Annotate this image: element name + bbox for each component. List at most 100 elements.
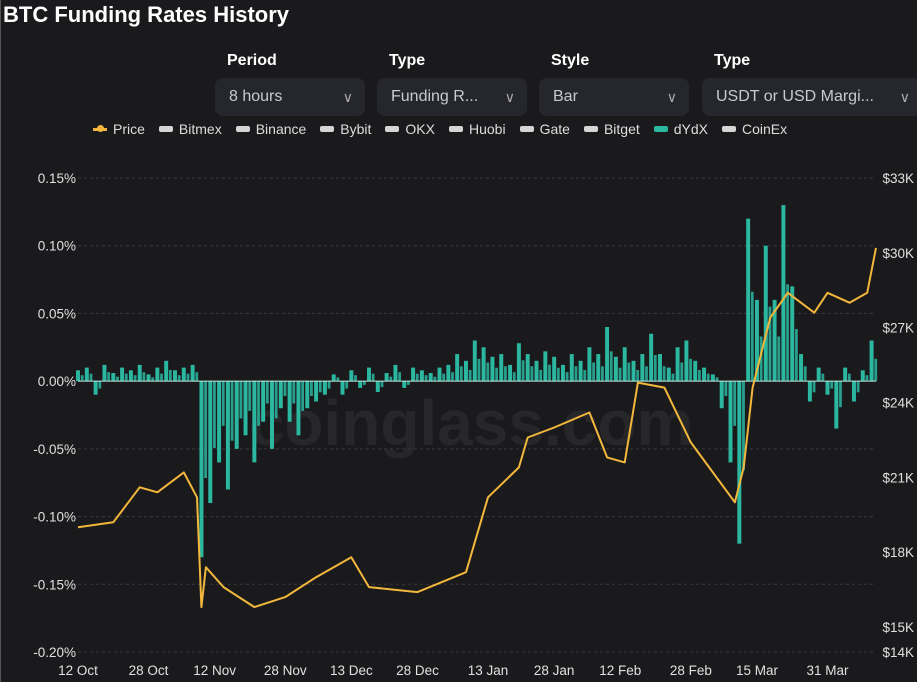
funding-bar <box>671 373 675 382</box>
funding-bar <box>389 376 393 382</box>
funding-bar <box>702 367 707 382</box>
funding-bar <box>111 373 116 382</box>
swatch-icon <box>235 126 250 132</box>
funding-bar <box>327 381 331 389</box>
style-select[interactable]: Bar ∨ <box>539 78 689 116</box>
funding-bar <box>724 381 728 397</box>
funding-bar <box>763 245 768 382</box>
x-tick-label: 13 Dec <box>330 663 373 678</box>
funding-bar <box>684 340 689 382</box>
funding-bar <box>649 333 654 382</box>
swatch-icon <box>449 126 463 132</box>
legend-item-bitmex[interactable]: Bitmex <box>158 121 222 137</box>
funding-bar <box>292 381 296 404</box>
funding-bar <box>631 360 636 382</box>
funding-bar <box>742 381 745 471</box>
funding-bar <box>76 370 80 382</box>
funding-bar <box>693 360 698 382</box>
legend-item-gate[interactable]: Gate <box>519 121 570 137</box>
funding-bar <box>733 381 737 426</box>
funding-bar <box>613 356 618 382</box>
funding-bar <box>358 381 363 388</box>
funding-bar <box>525 354 530 382</box>
funding-bar <box>812 381 816 393</box>
chevron-down-icon: ∨ <box>504 88 515 105</box>
funding-bar <box>314 381 319 402</box>
funding-bar <box>807 381 812 402</box>
funding-bar <box>411 367 416 382</box>
funding-bar <box>155 367 160 382</box>
page-title: BTC Funding Rates History <box>3 2 290 27</box>
legend-item-huobi[interactable]: Huobi <box>449 121 506 137</box>
funding-bar <box>107 372 111 382</box>
price-line <box>77 247 877 609</box>
funding-bar <box>181 367 186 382</box>
margin-type-value: USDT or USD Margi... <box>716 88 874 105</box>
y-left-tick-label: 0.10% <box>38 239 76 254</box>
funding-bar <box>569 354 574 382</box>
funding-bar <box>508 364 513 382</box>
period-select[interactable]: 8 hours ∨ <box>215 78 365 116</box>
legend-item-coinex[interactable]: CoinEx <box>722 121 787 137</box>
legend-label: Bybit <box>340 121 372 137</box>
funding-bar <box>719 381 724 409</box>
funding-bar <box>168 369 172 382</box>
y-left-tick-label: -0.20% <box>33 645 76 660</box>
funding-bar <box>706 373 710 382</box>
funding-bar <box>186 373 190 382</box>
funding-bar <box>393 364 398 382</box>
funding-bar <box>213 381 216 449</box>
funding-bar <box>296 381 301 436</box>
funding-bar <box>283 381 287 397</box>
legend-label: Bitmex <box>178 121 222 137</box>
funding-bar <box>120 367 125 382</box>
funding-bar <box>715 377 719 382</box>
funding-bar <box>843 367 848 382</box>
legend-label: OKX <box>405 121 435 137</box>
funding-bar <box>243 381 248 436</box>
funding-bar <box>499 354 504 382</box>
funding-bar <box>640 354 645 382</box>
funding-bar <box>874 358 878 382</box>
funding-bar <box>349 370 354 382</box>
funding-bar <box>230 381 234 441</box>
funding-bar <box>689 358 692 382</box>
funding-bar <box>208 381 213 504</box>
funding-bar <box>402 381 407 388</box>
funding-bar <box>278 381 283 409</box>
type-select[interactable]: Funding R... ∨ <box>377 78 527 116</box>
funding-bar <box>560 364 565 382</box>
funding-bar <box>477 358 481 382</box>
y-right-tick-label: $18K <box>882 545 914 560</box>
funding-bar <box>446 364 451 382</box>
legend-item-dydx[interactable]: dYdX <box>653 121 708 137</box>
funding-bar <box>89 373 93 382</box>
funding-bar <box>777 336 781 382</box>
legend-item-price[interactable]: Price <box>93 121 145 137</box>
legend-item-bybit[interactable]: Bybit <box>320 121 371 137</box>
funding-bar <box>322 381 327 395</box>
funding-bar <box>331 374 336 382</box>
funding-bar <box>543 351 548 382</box>
legend-item-bitget[interactable]: Bitget <box>583 121 640 137</box>
margin-type-select[interactable]: USDT or USD Margi... ∨ <box>702 78 917 116</box>
funding-bar <box>605 326 610 382</box>
x-tick-label: 28 Nov <box>264 663 307 678</box>
funding-bar <box>362 381 366 385</box>
funding-bar <box>839 381 842 408</box>
funding-bar <box>137 364 142 382</box>
legend-label: CoinEx <box>742 121 788 137</box>
legend-item-okx[interactable]: OKX <box>385 121 435 137</box>
y-right-tick-label: $27K <box>882 321 914 336</box>
chevron-down-icon: ∨ <box>342 88 353 105</box>
legend-item-binance[interactable]: Binance <box>235 121 306 137</box>
y-right-tick-label: $33K <box>882 171 914 186</box>
funding-bar <box>759 336 763 382</box>
funding-bar <box>521 360 525 382</box>
funding-bar <box>750 291 754 382</box>
funding-bar <box>455 354 460 382</box>
funding-bar <box>552 356 557 382</box>
funding-bar <box>407 381 410 385</box>
x-tick-label: 28 Dec <box>396 663 439 678</box>
y-right-tick-label: $14K <box>882 645 914 660</box>
